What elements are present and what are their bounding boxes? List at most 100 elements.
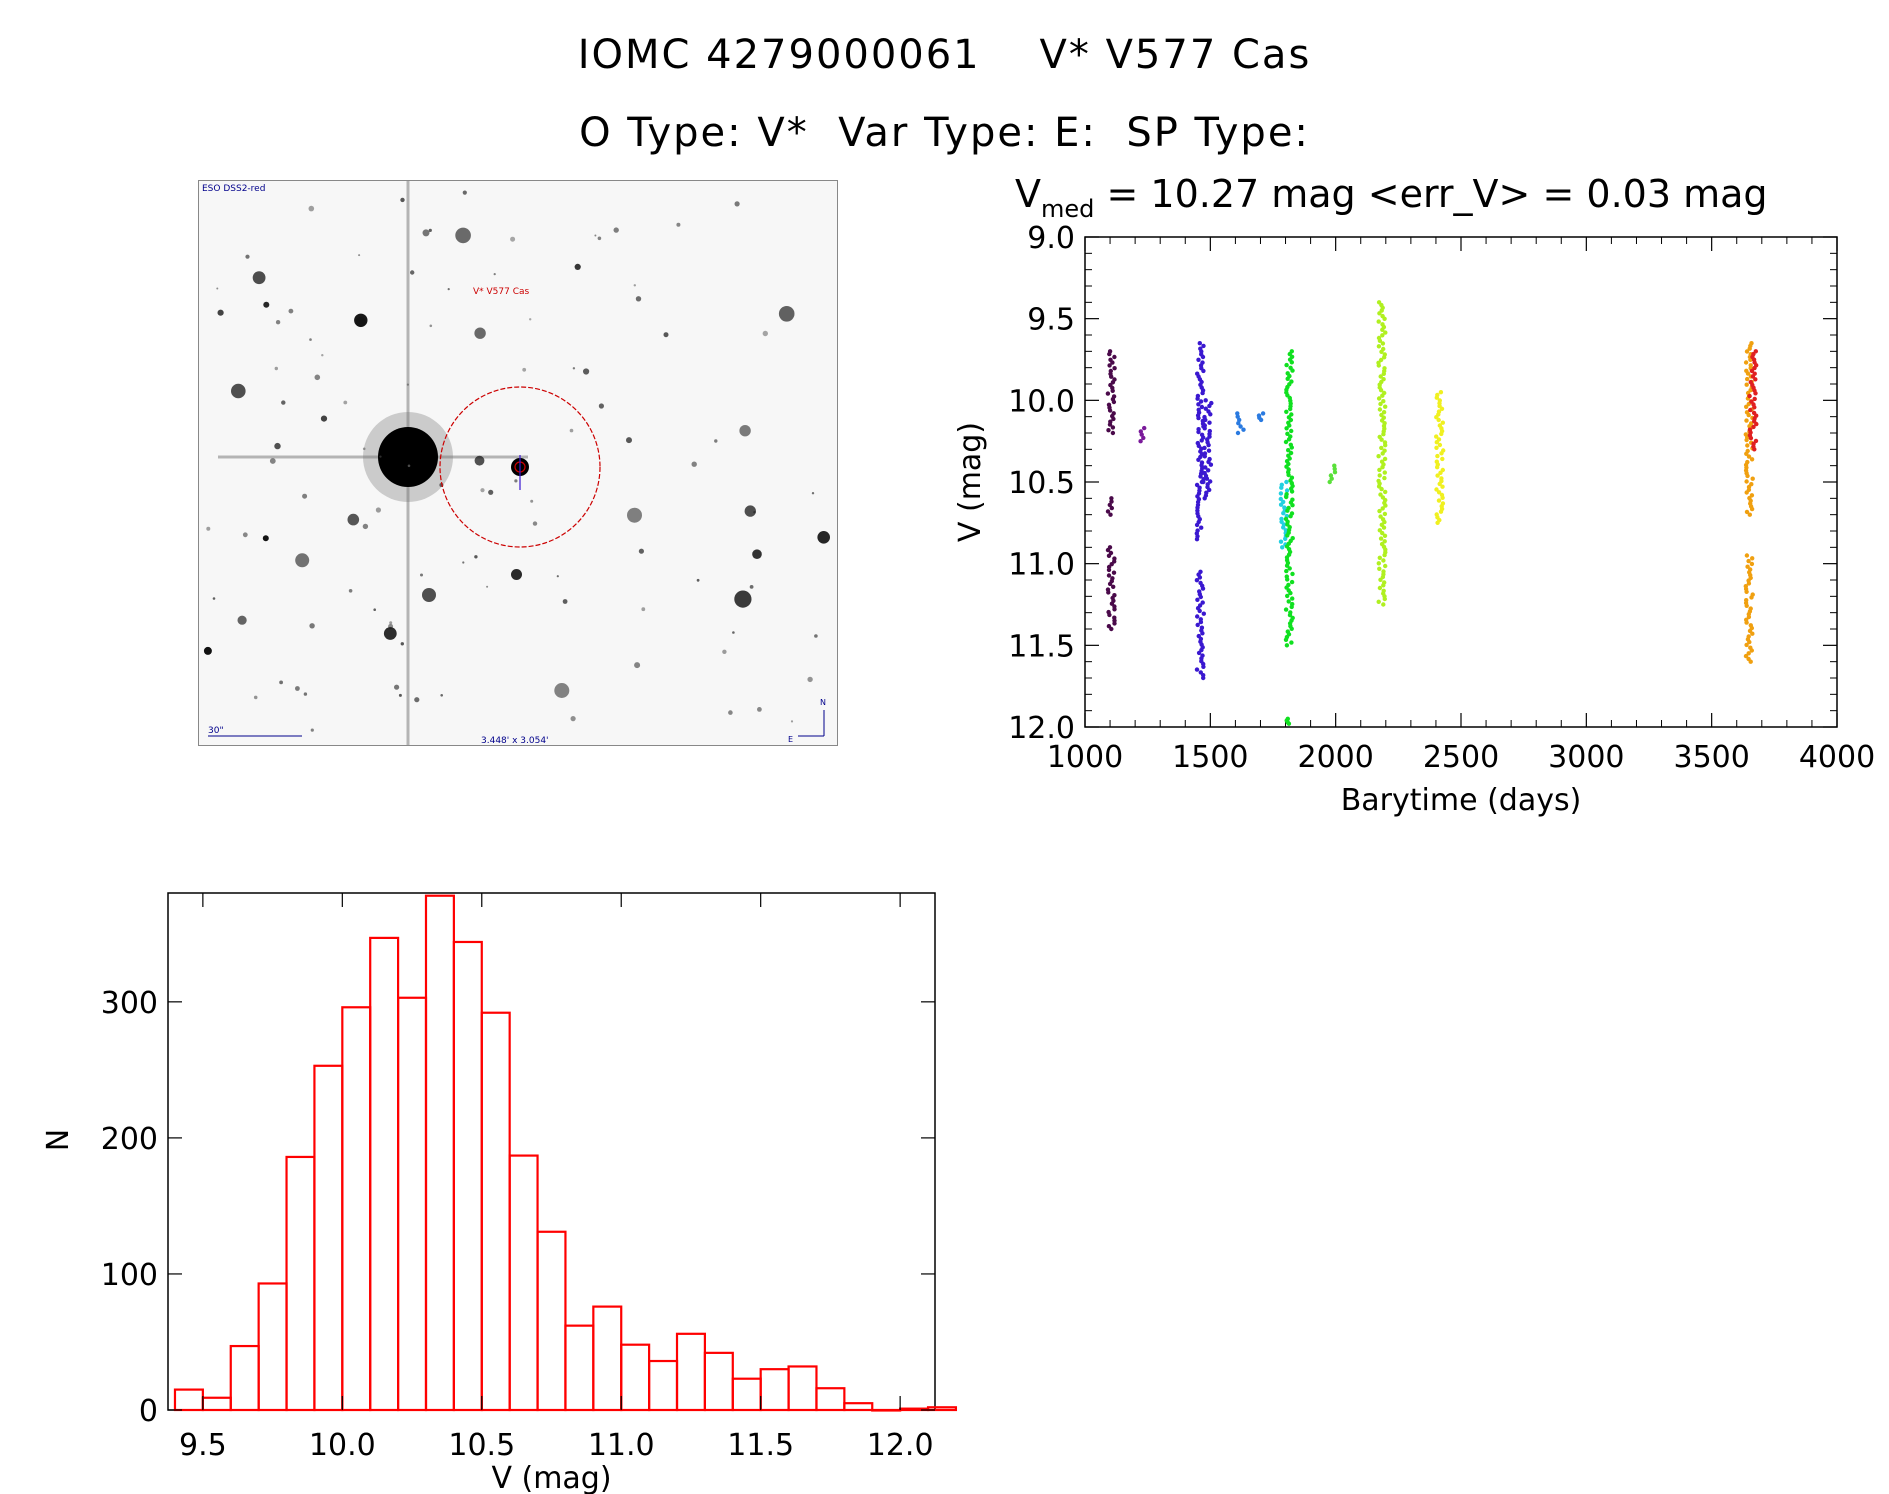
field-star [253, 695, 258, 700]
data-point [1109, 601, 1115, 606]
data-point [1745, 396, 1751, 401]
data-point [1284, 479, 1289, 485]
data-point [1382, 352, 1388, 357]
data-point [1750, 354, 1755, 360]
data-point [1751, 444, 1756, 449]
data-point [1744, 349, 1750, 354]
data-point [1746, 578, 1751, 583]
series-season-2 [1138, 425, 1147, 444]
data-point [1142, 425, 1147, 431]
data-point [1748, 388, 1753, 393]
data-point [1381, 588, 1386, 593]
data-point [1287, 621, 1293, 626]
histogram-bar [257, 1282, 288, 1412]
data-point [1289, 511, 1295, 516]
data-point [1288, 514, 1293, 519]
field-star [511, 569, 522, 580]
data-point [1196, 633, 1202, 639]
data-point [1284, 513, 1290, 519]
hx-tick-label: 10.0 [309, 1428, 376, 1463]
data-point [1285, 371, 1290, 376]
data-point [1749, 368, 1755, 374]
data-point [1439, 492, 1445, 498]
data-point [1378, 536, 1384, 541]
data-point [1437, 481, 1442, 487]
data-point [1238, 424, 1243, 429]
histogram-frame [167, 892, 936, 1411]
data-point [1105, 391, 1111, 396]
data-point [1435, 473, 1440, 478]
compass-east-label: E [788, 735, 793, 744]
data-point [1754, 363, 1759, 368]
data-point [1290, 497, 1295, 502]
data-point [1744, 642, 1749, 648]
data-point [1380, 322, 1385, 327]
data-point [1746, 656, 1751, 662]
data-point [1747, 393, 1752, 399]
data-point [1201, 424, 1206, 429]
data-point [1753, 349, 1759, 354]
data-point [1208, 479, 1213, 484]
data-point [1380, 333, 1385, 338]
data-point [1110, 360, 1115, 365]
field-star [302, 493, 308, 499]
data-point [1286, 448, 1291, 453]
data-point [1138, 439, 1143, 444]
data-point [1107, 422, 1113, 427]
survey-label: ESO DSS2-red [202, 184, 265, 194]
data-point [1746, 612, 1752, 617]
data-point [1750, 631, 1755, 636]
field-star [626, 437, 632, 444]
field-star [400, 642, 404, 646]
data-point [1112, 604, 1117, 609]
data-point [1745, 473, 1750, 479]
data-point [1289, 604, 1294, 610]
data-point [1381, 591, 1386, 596]
data-point [1107, 405, 1112, 410]
data-point [1285, 719, 1290, 725]
light-curve-xlabel: Barytime (days) [1341, 783, 1582, 818]
data-point [1106, 428, 1111, 433]
data-point [1748, 379, 1754, 385]
field-star [269, 458, 276, 464]
data-point [1437, 423, 1443, 428]
data-point [1382, 470, 1388, 475]
data-point [1382, 440, 1388, 445]
field-star [728, 710, 733, 715]
data-point [1195, 413, 1201, 418]
histogram-bar [536, 1230, 567, 1412]
field-star [310, 728, 314, 732]
data-point [1289, 579, 1295, 585]
data-point [1107, 408, 1113, 413]
data-point [1377, 311, 1382, 316]
field-star [583, 368, 590, 375]
data-point [1290, 571, 1295, 577]
data-point [1111, 584, 1116, 589]
data-point [1108, 550, 1114, 556]
data-point [1381, 346, 1386, 352]
data-point [1753, 377, 1758, 382]
data-point [1107, 581, 1113, 587]
data-point [1752, 388, 1757, 393]
data-point [1209, 400, 1214, 406]
series-season-4 [1235, 411, 1246, 436]
data-point [1376, 335, 1382, 341]
data-point [1286, 530, 1291, 535]
field-star [362, 447, 366, 451]
hx-tick-label: 10.5 [448, 1428, 515, 1463]
data-point [1286, 552, 1292, 557]
data-point [1436, 437, 1442, 442]
data-point [1289, 379, 1294, 384]
data-point [1198, 617, 1204, 622]
data-point [1204, 490, 1209, 495]
field-star [343, 400, 348, 405]
data-point [1196, 415, 1201, 421]
data-point [1754, 413, 1759, 418]
field-star [572, 367, 576, 370]
data-point [1279, 516, 1284, 522]
data-point [1198, 636, 1204, 642]
target-circle [439, 386, 601, 548]
data-point [1382, 426, 1387, 431]
field-star [488, 489, 494, 495]
field-star [320, 415, 328, 422]
